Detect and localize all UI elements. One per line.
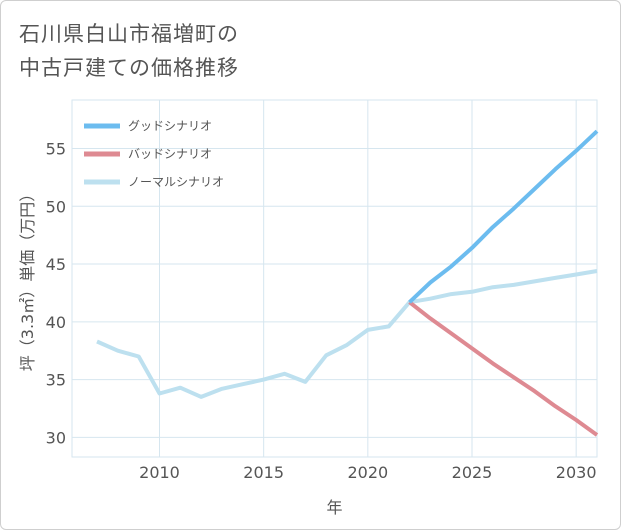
grid-lines bbox=[72, 100, 597, 457]
y-tick-label-40: 40 bbox=[46, 313, 66, 332]
y-axis-title: 坪（3.3㎡）単価（万円） bbox=[18, 186, 37, 371]
y-tick-label-35: 35 bbox=[46, 371, 66, 390]
x-tick-label-2025: 2025 bbox=[452, 463, 493, 482]
series-line-good bbox=[408, 129, 599, 304]
series-line-bad bbox=[408, 300, 599, 437]
series-lines bbox=[96, 129, 599, 437]
y-tick-label-50: 50 bbox=[46, 197, 66, 216]
x-tick-label-2015: 2015 bbox=[243, 463, 284, 482]
tick-labels: 2010 2015 2020 2025 2030 30 35 40 45 50 55 bbox=[46, 140, 597, 482]
y-tick-label-45: 45 bbox=[46, 255, 66, 274]
legend-label-bad: バッドシナリオ bbox=[128, 147, 212, 161]
x-tick-label-2010: 2010 bbox=[139, 463, 180, 482]
legend-label-good: グッドシナリオ bbox=[128, 119, 212, 133]
y-tick-label-55: 55 bbox=[46, 140, 66, 159]
x-tick-label-2030: 2030 bbox=[556, 463, 597, 482]
chart-title-line-1: 石川県白山市福増町の bbox=[19, 22, 239, 46]
chart-title-line-2: 中古戸建ての価格推移 bbox=[19, 56, 239, 80]
chart-title: 石川県白山市福増町の 中古戸建ての価格推移 bbox=[19, 17, 439, 85]
x-tick-label-2020: 2020 bbox=[347, 463, 388, 482]
series-line-normal bbox=[96, 269, 598, 399]
y-tick-label-30: 30 bbox=[46, 428, 66, 447]
x-axis-title: 年 bbox=[326, 498, 342, 517]
legend-label-normal: ノーマルシナリオ bbox=[128, 175, 224, 189]
